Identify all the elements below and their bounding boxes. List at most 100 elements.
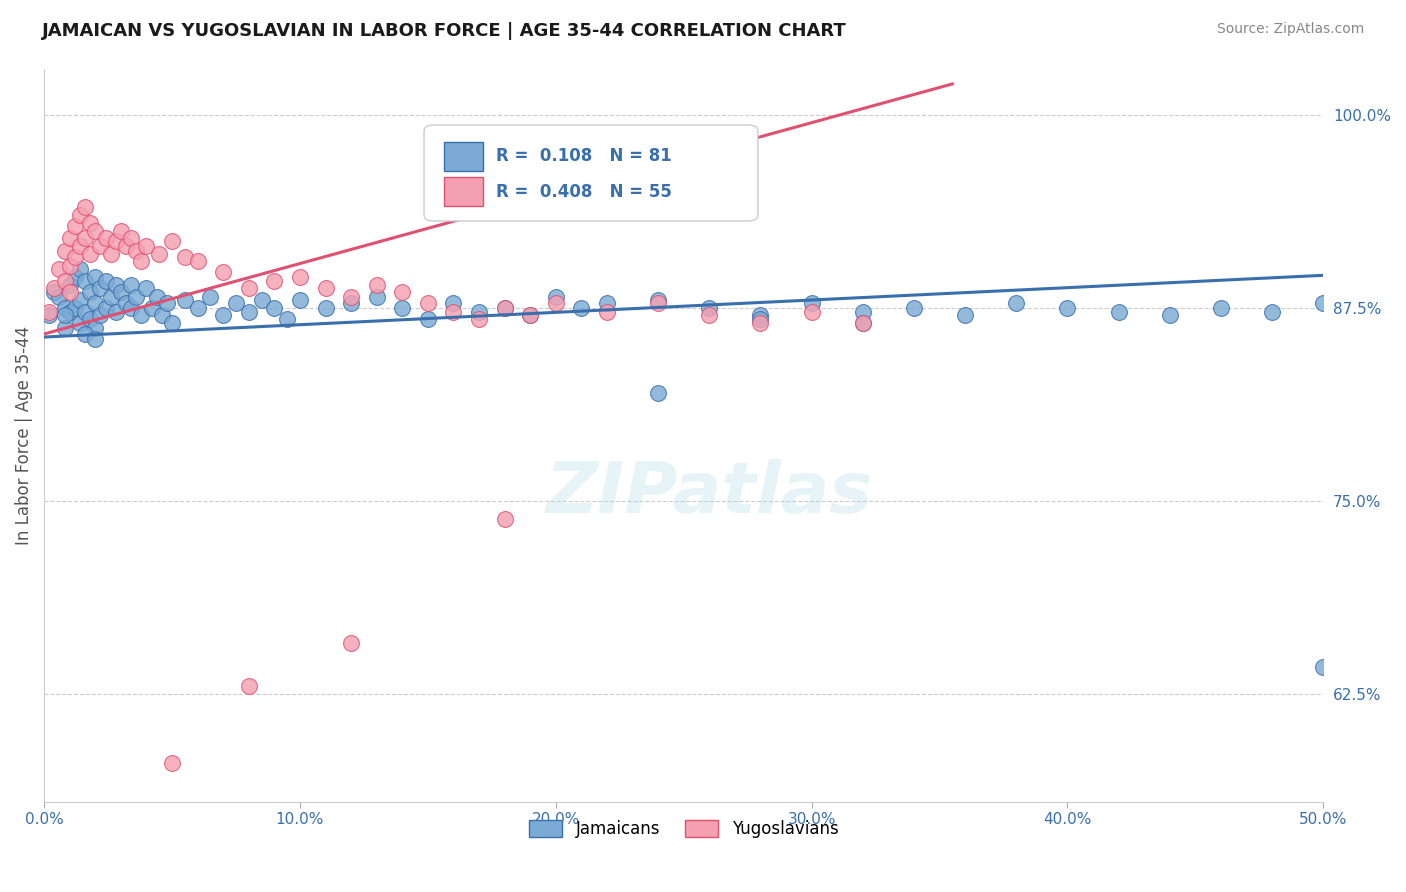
Point: [391, 285, 413, 300]
Point: [79, 216, 101, 230]
Point: [38, 305, 60, 319]
Y-axis label: In Labor Force | Age 35-44: In Labor Force | Age 35-44: [15, 326, 32, 545]
Bar: [444, 142, 482, 171]
Point: [315, 280, 337, 294]
Point: [238, 305, 260, 319]
Point: [852, 316, 875, 330]
Point: [150, 309, 173, 323]
Point: [200, 290, 222, 304]
Point: [53, 309, 76, 323]
Point: [366, 290, 388, 304]
Text: R =  0.408   N = 55: R = 0.408 N = 55: [496, 183, 672, 201]
Point: [1261, 305, 1284, 319]
Point: [903, 301, 925, 315]
Point: [53, 244, 76, 258]
Point: [749, 311, 772, 326]
Point: [48, 290, 70, 304]
Point: [852, 316, 875, 330]
Point: [160, 316, 183, 330]
Point: [340, 635, 363, 649]
Point: [519, 309, 541, 323]
Point: [187, 254, 209, 268]
Point: [852, 305, 875, 319]
Point: [125, 244, 148, 258]
Point: [135, 280, 157, 294]
Point: [647, 293, 669, 307]
Point: [69, 293, 91, 307]
Point: [69, 208, 91, 222]
Point: [276, 311, 298, 326]
Point: [115, 239, 138, 253]
Point: [100, 290, 122, 304]
Point: [953, 309, 976, 323]
Point: [173, 293, 195, 307]
Point: [73, 305, 96, 319]
Point: [94, 301, 117, 315]
Point: [131, 254, 153, 268]
Point: [110, 285, 132, 300]
Point: [69, 316, 91, 330]
Point: [544, 290, 567, 304]
Point: [647, 296, 669, 310]
Point: [187, 301, 209, 315]
Point: [89, 309, 111, 323]
Point: [391, 301, 413, 315]
Point: [115, 296, 138, 310]
Point: [160, 235, 183, 249]
Point: [569, 301, 592, 315]
Point: [238, 679, 260, 693]
Point: [94, 231, 117, 245]
Legend: Jamaicans, Yugoslavians: Jamaicans, Yugoslavians: [522, 813, 845, 845]
Point: [63, 301, 86, 315]
Point: [250, 293, 273, 307]
Point: [63, 219, 86, 233]
Point: [38, 309, 60, 323]
Point: [110, 223, 132, 237]
Point: [120, 277, 142, 292]
Point: [44, 280, 66, 294]
Point: [135, 239, 157, 253]
Point: [73, 201, 96, 215]
Point: [59, 277, 82, 292]
Point: [59, 231, 82, 245]
Point: [340, 296, 363, 310]
Text: ZIPatlas: ZIPatlas: [546, 459, 873, 528]
Point: [131, 309, 153, 323]
Point: [263, 301, 285, 315]
Point: [104, 305, 127, 319]
Point: [120, 231, 142, 245]
Point: [288, 293, 311, 307]
Point: [443, 296, 465, 310]
Point: [443, 305, 465, 319]
Point: [288, 269, 311, 284]
Point: [59, 285, 82, 300]
Point: [697, 309, 720, 323]
Point: [104, 235, 127, 249]
Point: [1312, 660, 1334, 674]
Point: [1108, 305, 1130, 319]
Point: [53, 320, 76, 334]
Point: [44, 285, 66, 300]
Point: [100, 246, 122, 260]
Point: [468, 311, 491, 326]
Point: [84, 223, 107, 237]
Text: JAMAICAN VS YUGOSLAVIAN IN LABOR FORCE | AGE 35-44 CORRELATION CHART: JAMAICAN VS YUGOSLAVIAN IN LABOR FORCE |…: [42, 22, 846, 40]
Point: [53, 301, 76, 315]
Point: [141, 301, 163, 315]
Point: [366, 277, 388, 292]
Point: [84, 269, 107, 284]
Point: [1056, 301, 1078, 315]
Point: [212, 309, 235, 323]
Point: [1209, 301, 1232, 315]
Point: [494, 512, 516, 526]
Point: [749, 309, 772, 323]
Point: [225, 296, 247, 310]
Point: [238, 280, 260, 294]
Point: [53, 275, 76, 289]
Point: [125, 290, 148, 304]
Text: Source: ZipAtlas.com: Source: ZipAtlas.com: [1216, 22, 1364, 37]
Point: [84, 296, 107, 310]
Point: [416, 311, 439, 326]
Point: [468, 305, 491, 319]
Point: [315, 301, 337, 315]
